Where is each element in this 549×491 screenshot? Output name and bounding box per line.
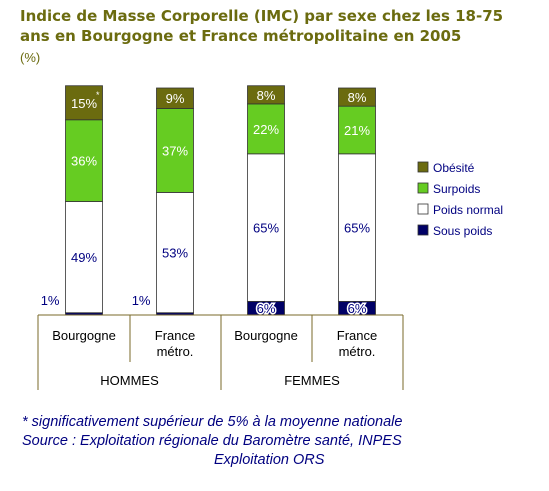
tick-label: France: [337, 328, 377, 343]
significance-star: *: [96, 90, 100, 100]
bar-segment: [247, 153, 285, 302]
footnote-significance: * significativement supérieur de 5% à la…: [22, 414, 403, 430]
legend-swatch: [417, 182, 429, 194]
data-label: 1%: [132, 293, 151, 308]
bar-segment: [156, 192, 194, 314]
tick-label: Bourgogne: [52, 328, 116, 343]
data-label: 49%: [71, 250, 97, 265]
stacked-bar-chart: 1% 49% 36% 15% 1% 53% 37% 9% 6% 65% 22% 8% 6% 65% 21% 8…: [37, 85, 503, 390]
data-label: 1%: [41, 293, 60, 308]
legend-label: Poids normal: [433, 203, 503, 217]
footnotes: * significativement supérieur de 5% à la…: [22, 413, 522, 470]
bar-segment: [156, 108, 194, 193]
tick-label: métro.: [339, 344, 376, 359]
legend: Obésité Surpoids Poids normal Sous poids: [417, 161, 503, 238]
data-label: 22%: [253, 122, 279, 137]
bar-segment: [65, 119, 103, 202]
data-label: 8%: [348, 90, 367, 105]
legend-swatch: [417, 203, 429, 215]
chart-title: Indice de Masse Corporelle (IMC) par sex…: [20, 6, 540, 46]
legend-label: Sous poids: [433, 224, 492, 238]
data-label: 6%: [348, 301, 367, 316]
data-label: 6%: [257, 301, 276, 316]
tick-label: Bourgogne: [234, 328, 298, 343]
data-label: 53%: [162, 246, 188, 261]
legend-label: Obésité: [433, 161, 475, 175]
tick-label: France: [155, 328, 195, 343]
group-label: HOMMES: [100, 373, 159, 388]
data-label: 15%: [71, 96, 97, 111]
chart-title-line-1: Indice de Masse Corporelle (IMC) par sex…: [20, 7, 504, 25]
bar-segment: [338, 153, 376, 302]
data-label: 21%: [344, 123, 370, 138]
bar-segment: [65, 85, 103, 121]
data-label: 8%: [257, 88, 276, 103]
bar-segment: [247, 85, 285, 105]
data-label: 65%: [344, 221, 370, 236]
bar-segment: [338, 87, 376, 107]
group-label: FEMMES: [284, 373, 340, 388]
chart-title-line-2: ans en Bourgogne et France métropolitain…: [20, 27, 462, 45]
data-label: 65%: [253, 221, 279, 236]
tick-label: métro.: [157, 344, 194, 359]
bars-layer: 1% 49% 36% 15% 1% 53% 37% 9% 6% 65% 22% 8% 6% 65% 21% 8…: [41, 85, 376, 318]
footnote-source: Source : Exploitation régionale du Barom…: [22, 433, 402, 449]
data-label: 9%: [166, 91, 185, 106]
legend-swatch: [417, 224, 429, 236]
data-label: 36%: [71, 154, 97, 169]
footnote-source-ors: Exploitation ORS: [214, 452, 325, 468]
bar-segment: [65, 201, 103, 314]
legend-label: Surpoids: [433, 182, 480, 196]
bar-segment: [338, 105, 376, 155]
bar-segment: [247, 103, 285, 155]
chart-subtitle: (%): [20, 50, 41, 65]
data-label: 37%: [162, 143, 188, 158]
bar-segment: [156, 87, 194, 109]
legend-swatch: [417, 161, 429, 173]
